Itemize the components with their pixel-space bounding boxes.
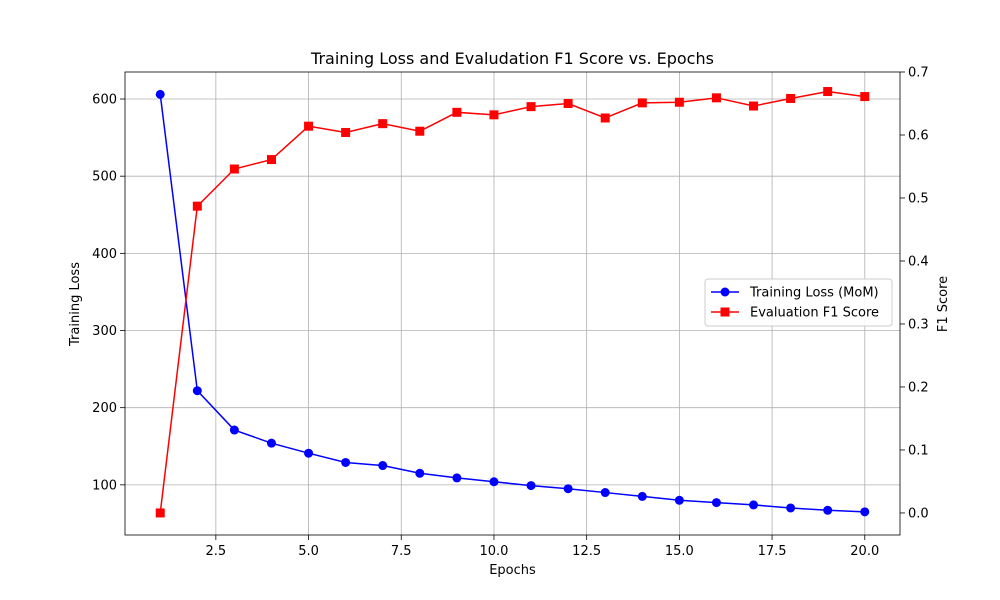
- data-point: [378, 461, 388, 471]
- legend-item: Evaluation F1 Score: [711, 306, 879, 321]
- data-point: [378, 119, 388, 129]
- y-axis-left-label: Training Loss: [68, 262, 83, 347]
- series-training-loss: [155, 89, 870, 517]
- data-point: [786, 93, 796, 103]
- data-point: [304, 448, 314, 458]
- data-point: [192, 386, 202, 396]
- y-right-tick-label: 0.1: [908, 443, 929, 458]
- y-right-tick-label: 0.0: [908, 506, 929, 521]
- data-point: [229, 425, 239, 435]
- x-tick-label: 10.0: [479, 544, 508, 559]
- y-right-tick-label: 0.2: [908, 380, 929, 395]
- data-point: [452, 473, 462, 483]
- data-point: [489, 477, 499, 487]
- data-point: [341, 127, 351, 137]
- y-axis-right: 0.0 0.1 0.2 0.3 0.4 0.5 0.6 0.7: [900, 66, 929, 521]
- data-point: [266, 438, 276, 448]
- legend-marker: [720, 287, 730, 297]
- y-right-tick-label: 0.3: [908, 317, 929, 332]
- data-point: [452, 107, 462, 117]
- data-point: [526, 102, 536, 112]
- legend-label: Training Loss (MoM): [749, 286, 879, 301]
- data-point: [192, 201, 202, 211]
- data-point: [155, 508, 165, 518]
- data-point: [674, 97, 684, 107]
- series-line: [159, 90, 865, 514]
- data-point: [786, 503, 796, 513]
- data-point: [155, 89, 165, 99]
- data-point: [711, 93, 721, 103]
- data-point: [860, 507, 870, 517]
- data-point: [563, 98, 573, 108]
- x-tick-label: 12.5: [572, 544, 601, 559]
- y-axis-right-label: F1 Score: [936, 276, 951, 332]
- chart-title: Training Loss and Evaludation F1 Score v…: [310, 49, 714, 68]
- y-left-tick-label: 300: [92, 324, 117, 339]
- data-point: [711, 498, 721, 508]
- data-point: [489, 110, 499, 120]
- data-point: [823, 87, 833, 97]
- data-point: [823, 505, 833, 515]
- x-tick-label: 5.0: [298, 544, 319, 559]
- x-tick-label: 7.5: [391, 544, 412, 559]
- data-point: [600, 113, 610, 123]
- y-left-tick-label: 200: [92, 401, 117, 416]
- data-point: [637, 491, 647, 501]
- plot-border: [124, 71, 901, 536]
- data-point: [526, 481, 536, 491]
- x-tick-label: 20.0: [850, 544, 879, 559]
- data-point: [600, 488, 610, 498]
- x-tick-label: 15.0: [665, 544, 694, 559]
- series-line: [159, 94, 865, 513]
- plot-frame: [124, 71, 901, 536]
- y-right-tick-label: 0.6: [908, 128, 929, 143]
- x-axis-label: Epochs: [489, 563, 536, 578]
- grid: [125, 72, 900, 535]
- data-point: [341, 457, 351, 467]
- data-point: [229, 164, 239, 174]
- series-layer: [155, 87, 870, 518]
- y-left-tick-label: 600: [92, 93, 117, 108]
- x-tick-label: 17.5: [758, 544, 787, 559]
- legend-item: Training Loss (MoM): [711, 286, 879, 301]
- x-tick-label: 2.5: [206, 544, 227, 559]
- data-point: [674, 495, 684, 505]
- y-left-tick-label: 500: [92, 170, 117, 185]
- data-point: [749, 500, 759, 510]
- legend-label: Evaluation F1 Score: [750, 306, 879, 321]
- y-left-tick-label: 400: [92, 247, 117, 262]
- data-point: [266, 155, 276, 165]
- legend: Training Loss (MoM) Evaluation F1 Score: [704, 278, 893, 327]
- data-point: [637, 98, 647, 108]
- data-point: [860, 92, 870, 102]
- data-point: [415, 468, 425, 478]
- x-axis: 2.5 5.0 7.5 10.0 12.5 15.0 17.5 20.0: [206, 535, 879, 559]
- data-point: [415, 126, 425, 136]
- data-point: [749, 101, 759, 111]
- y-left-tick-label: 100: [92, 478, 117, 493]
- legend-marker: [720, 307, 730, 317]
- y-right-tick-label: 0.4: [908, 254, 929, 269]
- y-axis-left: 100 200 300 400 500 600: [92, 93, 125, 493]
- data-point: [304, 121, 314, 131]
- series-f1-score: [155, 87, 870, 518]
- legend-box: [704, 278, 893, 327]
- data-point: [563, 484, 573, 494]
- y-right-tick-label: 0.7: [908, 66, 929, 81]
- y-right-tick-label: 0.5: [908, 191, 929, 206]
